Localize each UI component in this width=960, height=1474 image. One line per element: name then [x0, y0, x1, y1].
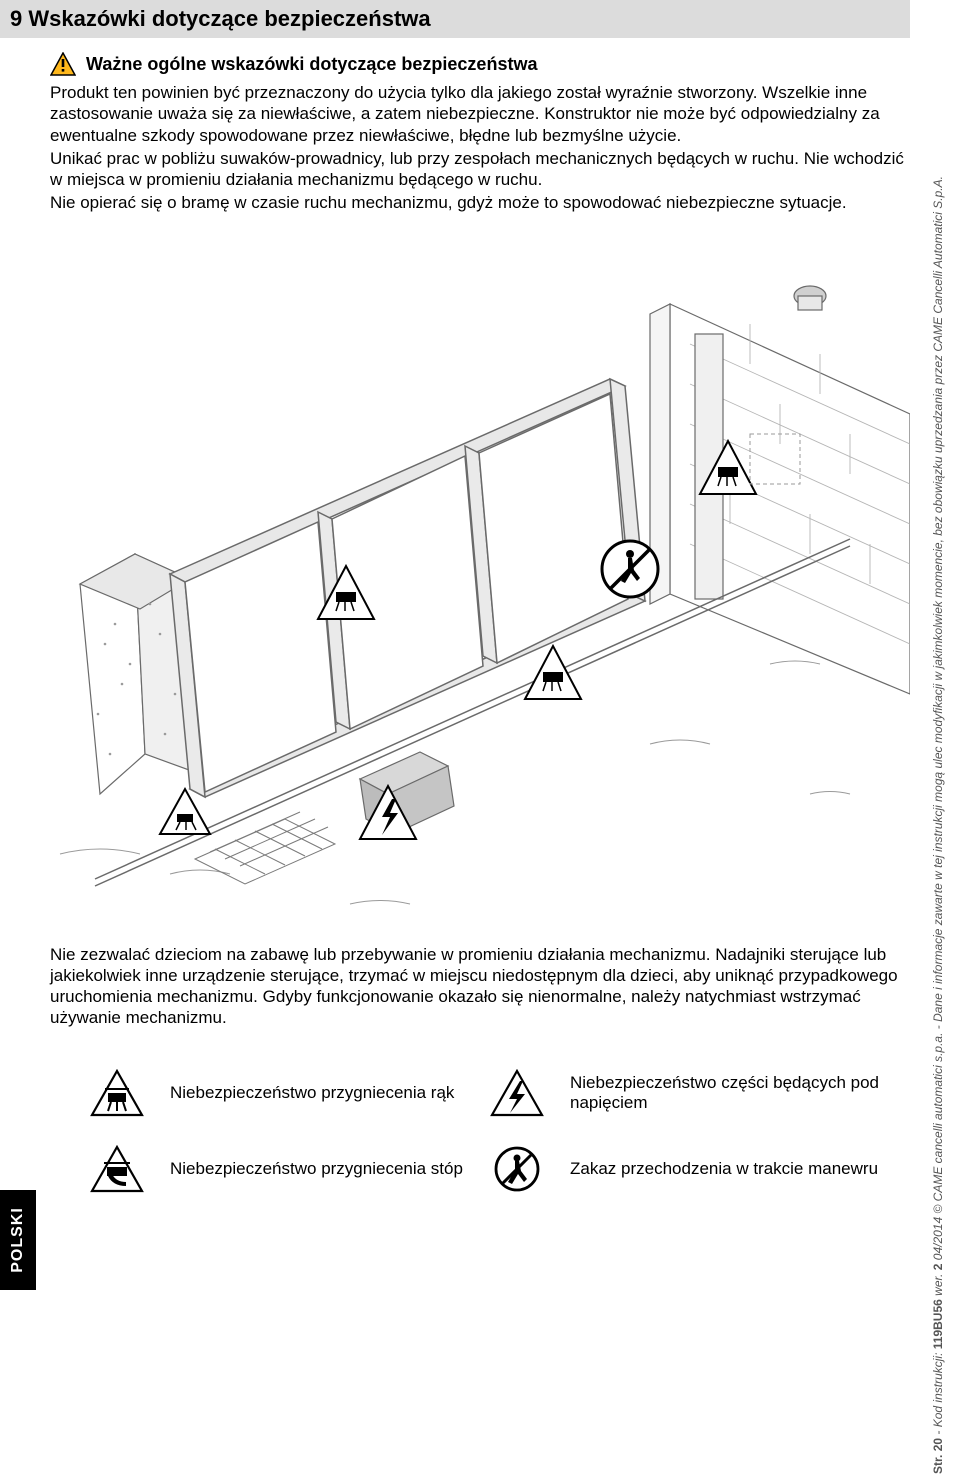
legend-foot-crush-label: Niebezpieczeństwo przygniecenia stóp [170, 1159, 470, 1179]
voltage-icon [490, 1069, 544, 1117]
legend-voltage-label: Niebezpieczeństwo części będących pod na… [570, 1073, 950, 1113]
after-diagram-text: Nie zezwalać dzieciom na zabawę lub prze… [50, 944, 910, 1029]
after-diagram-paragraph: Nie zezwalać dzieciom na zabawę lub prze… [50, 944, 910, 1029]
gate-safety-diagram [50, 234, 910, 934]
diagram-no-transit-icon [602, 541, 658, 597]
footer-ver: 2 [931, 1264, 945, 1271]
language-side-tab: POLSKI [0, 1190, 36, 1290]
footer-date: 04/2014 [931, 1217, 945, 1260]
footer-copyright: © CAME cancelli automatici s.p.a. - Dane… [931, 176, 945, 1213]
diagram-hand-crush-icon-1 [525, 646, 581, 699]
foot-crush-icon [90, 1145, 144, 1193]
warning-subheading-text: Ważne ogólne wskazówki dotyczące bezpiec… [86, 54, 537, 75]
footer-code: 119BU56 [931, 1299, 945, 1349]
paragraph-2: Unikać prac w pobliżu suwaków-prowadnicy… [50, 148, 910, 191]
paragraph-1: Produkt ten powinien być przeznaczony do… [50, 82, 910, 146]
body-text: Produkt ten powinien być przeznaczony do… [50, 82, 910, 214]
language-label: POLSKI [9, 1207, 27, 1273]
footer-code-label: - Kod instrukcji: [931, 1353, 945, 1435]
no-transit-icon [490, 1145, 544, 1193]
section-title: Wskazówki dotyczące bezpieczeństwa [28, 6, 430, 31]
legend-hand-crush-label: Niebezpieczeństwo przygniecenia rąk [170, 1083, 470, 1103]
warning-triangle-icon [50, 52, 76, 76]
footer-page: Str. 20 [931, 1438, 945, 1474]
section-number: 9 [10, 6, 22, 31]
footer-vertical: Str. 20 - Kod instrukcji: 119BU56 wer. 2… [928, 300, 948, 1350]
section-header: 9 Wskazówki dotyczące bezpieczeństwa [0, 0, 910, 38]
hand-crush-icon [90, 1069, 144, 1117]
legend-no-transit-label: Zakaz przechodzenia w trakcie manewru [570, 1159, 950, 1179]
footer-ver-label: wer. [931, 1274, 945, 1296]
paragraph-3: Nie opierać się o bramę w czasie ruchu m… [50, 192, 910, 213]
warning-subheading-row: Ważne ogólne wskazówki dotyczące bezpiec… [50, 52, 950, 76]
hazard-legend: Niebezpieczeństwo przygniecenia rąk Nieb… [90, 1069, 910, 1193]
